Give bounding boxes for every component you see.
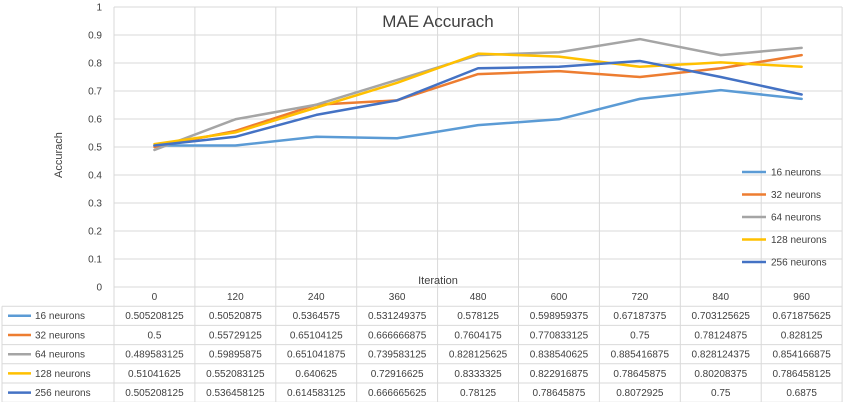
table-cell-value: 0.536458125	[206, 388, 265, 399]
table-cell-value: 0.531249375	[368, 311, 427, 322]
legend-label: 128 neurons	[771, 235, 827, 246]
x-tick-label: 600	[551, 292, 568, 303]
table-cell-value: 0.828124375	[692, 350, 751, 361]
table-cell-value: 0.552083125	[206, 369, 265, 380]
table-cell-value: 0.489583125	[125, 350, 184, 361]
table-cell-value: 0.65104125	[290, 330, 343, 341]
x-tick-label: 360	[389, 292, 406, 303]
table-cell-value: 0.8072925	[616, 388, 664, 399]
table-cell-value: 0.614583125	[287, 388, 346, 399]
table-series-name: 128 neurons	[35, 369, 91, 380]
table-cell-value: 0.6875	[786, 388, 817, 399]
legend-label: 16 neurons	[771, 168, 821, 179]
table-cell-value: 0.703125625	[692, 311, 751, 322]
table-cell-value: 0.640625	[295, 369, 337, 380]
table-cell-value: 0.885416875	[611, 350, 670, 361]
table-cell-value: 0.7604175	[454, 330, 502, 341]
series-line	[153, 37, 803, 152]
table-cell-value: 0.72916625	[371, 369, 424, 380]
table-series-name: 32 neurons	[35, 330, 85, 341]
table-cell-value: 0.78125	[460, 388, 497, 399]
series-line	[153, 88, 803, 147]
table-cell-value: 0.505208125	[125, 388, 184, 399]
table-cell-value: 0.78645875	[613, 369, 666, 380]
x-tick-label: 0	[152, 292, 158, 303]
table-cell-value: 0.666666875	[368, 330, 427, 341]
y-tick-label: 0.3	[88, 199, 102, 210]
y-tick-label: 0.5	[88, 143, 102, 154]
y-tick-label: 0.7	[88, 87, 102, 98]
table-cell-value: 0.828125	[781, 330, 823, 341]
x-tick-label: 720	[632, 292, 649, 303]
table-cell-value: 0.55729125	[209, 330, 262, 341]
table-cell-value: 0.50520875	[209, 311, 262, 322]
y-tick-label: 0.8	[88, 59, 102, 70]
y-tick-label: 0.6	[88, 115, 102, 126]
table-cell-value: 0.505208125	[125, 311, 184, 322]
table-cell-value: 0.5	[147, 330, 161, 341]
x-tick-label: 840	[712, 292, 729, 303]
x-tick-label: 480	[470, 292, 487, 303]
table-cell-value: 0.598959375	[530, 311, 589, 322]
table-cell-value: 0.51041625	[128, 369, 181, 380]
table-cell-value: 0.78645875	[533, 388, 586, 399]
table-series-name: 256 neurons	[35, 388, 91, 399]
table-cell-value: 0.828125625	[449, 350, 508, 361]
table-cell-value: 0.75	[630, 330, 650, 341]
table-cell-value: 0.651041875	[287, 350, 346, 361]
table-cell-value: 0.59895875	[209, 350, 262, 361]
table-cell-value: 0.8333325	[454, 369, 502, 380]
table-series-name: 64 neurons	[35, 350, 85, 361]
table-cell-value: 0.671875625	[772, 311, 831, 322]
table-cell-value: 0.666665625	[368, 388, 427, 399]
y-tick-label: 0.4	[88, 171, 102, 182]
legend-label: 32 neurons	[771, 190, 821, 201]
y-tick-label: 0	[96, 283, 102, 294]
y-tick-label: 1	[96, 3, 102, 14]
y-tick-label: 0.1	[88, 255, 102, 266]
table-cell-value: 0.78124875	[694, 330, 747, 341]
x-tick-label: 960	[793, 292, 810, 303]
x-tick-label: 120	[227, 292, 244, 303]
table-cell-value: 0.739583125	[368, 350, 427, 361]
table-cell-value: 0.822916875	[530, 369, 589, 380]
table-cell-value: 0.854166875	[772, 350, 831, 361]
series-line	[153, 59, 803, 147]
legend-label: 64 neurons	[771, 213, 821, 224]
table-cell-value: 0.67187375	[613, 311, 666, 322]
y-tick-label: 0.2	[88, 227, 102, 238]
y-axis-title: Accurach	[53, 132, 65, 178]
table-cell-value: 0.75	[711, 388, 731, 399]
legend-label: 256 neurons	[771, 258, 827, 269]
y-tick-label: 0.9	[88, 31, 102, 42]
table-cell-value: 0.5364575	[293, 311, 341, 322]
table-cell-value: 0.838540625	[530, 350, 589, 361]
series-line	[153, 52, 803, 146]
table-series-name: 16 neurons	[35, 311, 85, 322]
chart-title: MAE Accurach	[382, 12, 494, 31]
x-tick-label: 240	[308, 292, 325, 303]
table-cell-value: 0.786458125	[772, 369, 831, 380]
table-cell-value: 0.770833125	[530, 330, 589, 341]
x-axis-title: Iteration	[418, 275, 458, 287]
table-cell-value: 0.578125	[457, 311, 499, 322]
table-cell-value: 0.80208375	[694, 369, 747, 380]
